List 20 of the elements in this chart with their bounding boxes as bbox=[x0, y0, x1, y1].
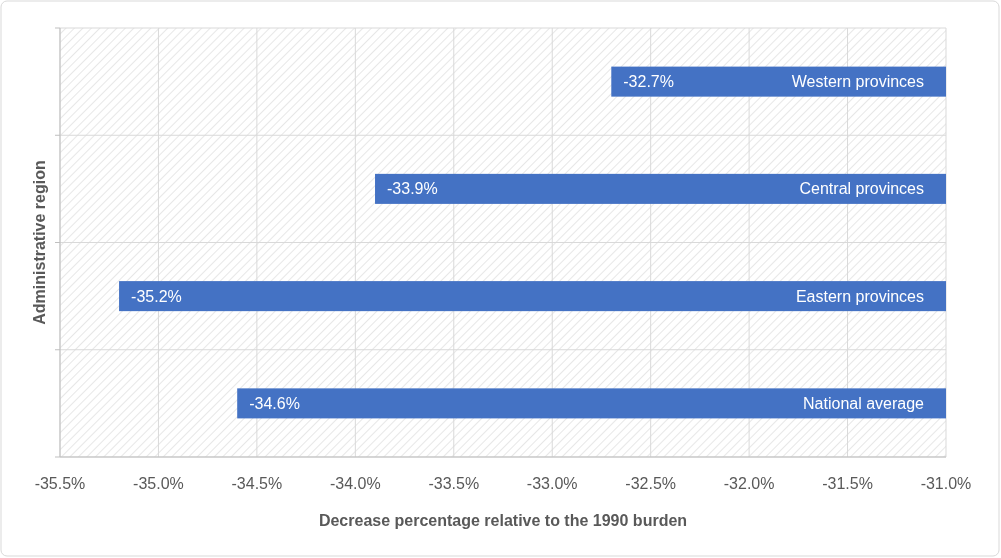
x-tick-label: -35.5% bbox=[34, 475, 86, 492]
x-tick-label: -31.0% bbox=[920, 475, 972, 492]
data-label: -34.6% bbox=[249, 394, 300, 412]
x-tick-label: -33.5% bbox=[428, 475, 480, 492]
data-label: -35.2% bbox=[131, 287, 182, 305]
y-tick-label: National average bbox=[803, 394, 925, 412]
x-axis-title: Decrease percentage relative to the 1990 burden bbox=[318, 512, 688, 529]
data-label: -33.9% bbox=[387, 180, 438, 198]
y-tick-label: Central provinces bbox=[799, 180, 924, 198]
x-tick-label: -32.5% bbox=[625, 475, 677, 492]
data-label: -32.7% bbox=[623, 73, 674, 91]
x-tick-label: -33.0% bbox=[526, 475, 578, 492]
x-tick-label: -34.5% bbox=[231, 475, 283, 492]
x-tick-label: -35.0% bbox=[133, 475, 184, 492]
x-tick-label: -34.0% bbox=[329, 475, 381, 492]
x-tick-label: -31.5% bbox=[822, 475, 873, 492]
y-tick-label: Eastern provinces bbox=[795, 287, 924, 305]
x-tick-label: -32.0% bbox=[723, 475, 775, 492]
y-axis-title: Administrative region bbox=[31, 160, 48, 325]
y-tick-label: Western provinces bbox=[791, 73, 924, 91]
